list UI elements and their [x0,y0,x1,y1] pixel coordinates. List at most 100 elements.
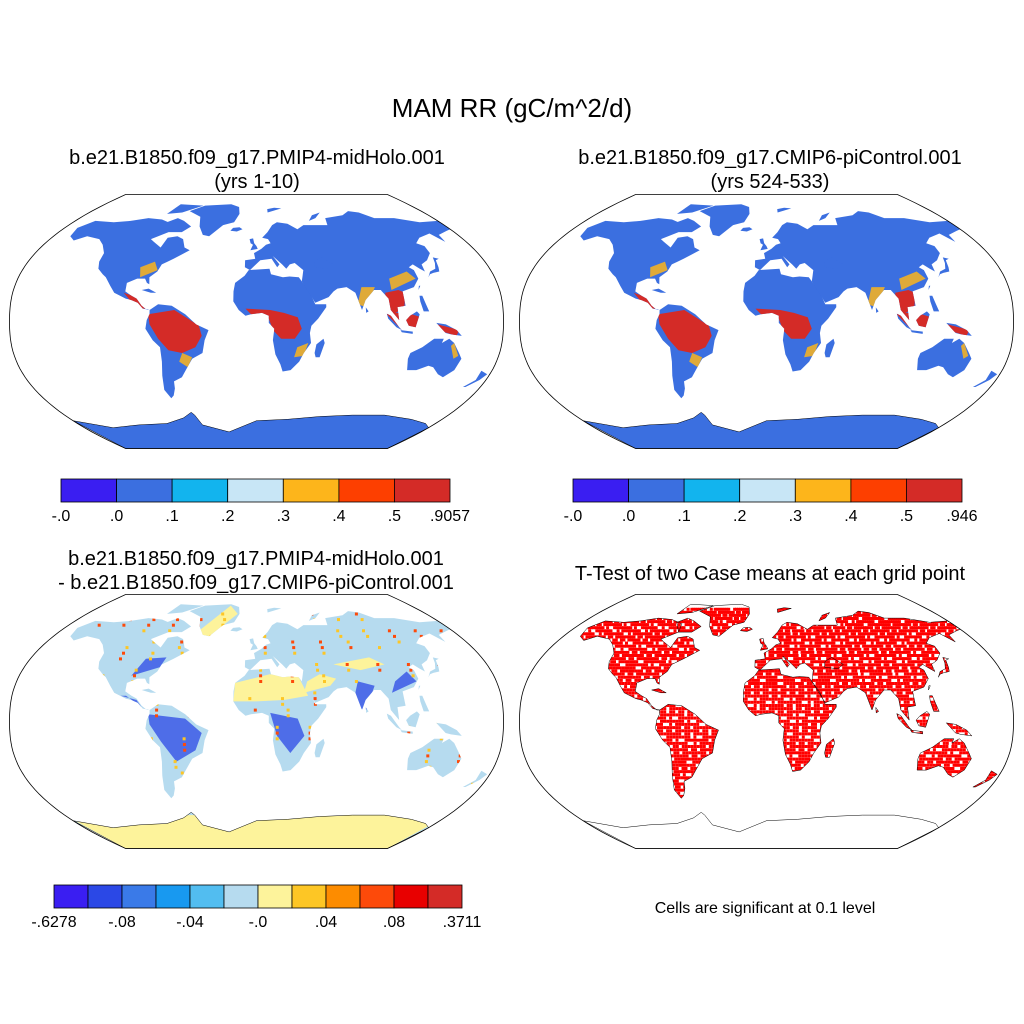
landmass-ellesmere [677,204,714,214]
panel-title-picontrol-line2: (yrs 524-533) [710,171,830,193]
map-midholo [9,194,504,449]
colorbar-swatch [171,478,229,503]
landmass-philippines [419,295,430,312]
landmass-ellesmere [167,604,204,614]
panel-title-difference: b.e21.B1850.f09_g17.PMIP4-midHolo.001 - … [6,547,506,595]
landmass-svalbard [777,207,792,213]
colorbar-swatch [628,478,685,503]
colorbar-tick-label: .1 [677,508,690,525]
landmass-sri-lanka [875,307,879,313]
landmass-philippines [419,695,430,712]
colorbar-swatch [87,884,123,909]
colorbar-tick-label: .3 [277,508,290,525]
colorbar-swatch [325,884,361,909]
colorbar-swatch [257,884,293,909]
landmass-madagascar [314,738,325,758]
landmass-philippines [929,295,940,312]
landmass-taiwan [418,285,421,290]
colorbar-swatch [359,884,395,909]
colorbar-swatch [291,884,327,909]
colorbar-tick-label: .4 [332,508,345,525]
colorbar-tick-label: -.04 [176,914,204,931]
colorbar-swatch [739,478,796,503]
landmass-north-america [70,618,190,710]
significance-note: Cells are significant at 0.1 level [654,900,876,917]
colorbar-tick-label: .4 [844,508,857,525]
landmass-japan [428,257,440,278]
landmass-cuba [141,288,157,293]
panel-title-midholo-line2: (yrs 1-10) [214,171,300,193]
coastlines [579,603,998,849]
colorbar-swatch [116,478,173,503]
colorbar-tick-label: .04 [315,914,337,931]
landmass-north-america [580,218,700,310]
colorbar-tick-label: .9057 [430,508,470,525]
landmass-australia [407,338,462,378]
landmass-cuba [141,688,157,693]
landmass-iceland [230,227,243,232]
panel-title-picontrol: b.e21.B1850.f09_g17.CMIP6-piControl.001 … [524,146,1016,194]
colorbar-tick-label: -.6278 [31,914,76,931]
colorbar-difference: -.6278 -.08 -.04 -.0 .04 .08 .3711 [31,884,482,931]
colorbar-tick-label: .0 [110,508,123,525]
panel-title-ttest-line1: T-Test of two Case means at each grid po… [574,563,966,585]
colorbar-swatch [121,884,157,909]
colorbar-tick-label: .5 [388,508,401,525]
panel-title-difference-line1: b.e21.B1850.f09_g17.PMIP4-midHolo.001 [68,548,444,570]
colorbar-swatch [60,478,117,503]
landmass-antarctica [73,412,429,449]
landmass-australia [407,738,462,778]
colorbar-tick-label: .1 [165,508,178,525]
landmass-taiwan [418,685,421,690]
colorbar-midholo: -.0 .0 .1 .2 .3 .4 .5 .9057 [52,478,470,525]
landmass-madagascar [314,338,325,358]
landmass-svalbard [267,207,282,213]
landmass-cuba [651,288,667,293]
landmass-iceland [230,627,243,632]
landmass-java [400,330,413,334]
landmass-svalbard [267,607,282,613]
map-border [519,594,1014,849]
coastlines [582,411,939,449]
colorbar-swatch [393,884,429,909]
landmass-ellesmere [167,204,204,214]
colorbar-swatch [189,884,225,909]
colorbar-tick-label: .0 [622,508,635,525]
colorbar-swatch [393,478,451,503]
landmass-sumatra [386,713,402,731]
colorbar-picontrol: -.0 .0 .1 .2 .3 .4 .5 .946 [564,478,978,525]
map-picontrol [519,194,1014,449]
landmass-japan [428,657,440,678]
colorbar-swatch [850,478,907,503]
colorbar-tick-label: .3711 [443,914,482,931]
colorbar-swatch [223,884,259,909]
landmass-novaya-zemlya [308,212,320,221]
landmass-uk [759,238,768,251]
colorbar-tick-label: .08 [383,914,405,931]
landmass-new-zealand [462,370,488,387]
landmass-arabia-caspian-fill [314,257,334,269]
landmass-new-zealand [972,370,998,387]
landmass-arabia-caspian-fill [824,257,844,269]
colorbar-tick-label: -.0 [564,508,583,525]
map-ttest [519,594,1014,849]
landmass-antarctica [583,412,939,449]
landmass-uk [249,238,258,251]
map-difference [9,594,504,849]
landmass-java [910,330,923,334]
colorbar-swatch [427,884,463,909]
colorbar-swatch [905,478,963,503]
coastlines [72,811,429,849]
landmass-greenland [699,204,750,237]
colorbar-swatch [227,478,284,503]
landmass-antarctica [583,812,939,849]
colorbar-tick-label: .3 [789,508,802,525]
colorbar-swatch [53,884,89,909]
colorbar-tick-label: .2 [221,508,234,525]
colorbar-tick-label: .5 [900,508,913,525]
landmass-australia [917,338,972,378]
landmass-arabia-caspian-fill [314,657,334,669]
landmass-greenland [189,204,240,237]
colorbar-swatch [155,884,191,909]
colorbar-swatch [572,478,629,503]
